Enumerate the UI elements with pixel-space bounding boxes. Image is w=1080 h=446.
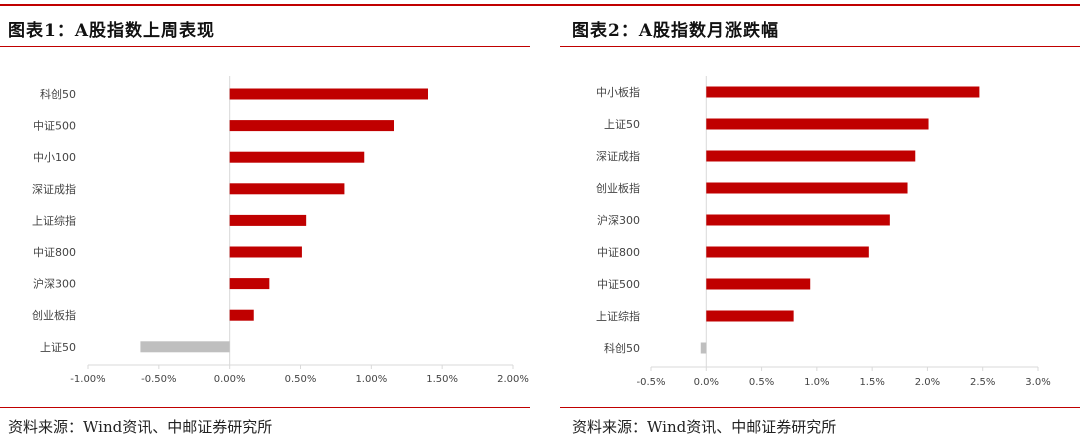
bar-5: [229, 214, 307, 226]
x-tick-label: 0.5%: [749, 377, 774, 388]
category-label: 深证成指: [32, 182, 76, 196]
x-tick-label: -0.50%: [141, 374, 176, 385]
category-label: 中小100: [33, 151, 76, 164]
category-label: 深证成指: [596, 149, 640, 163]
bar-7: [229, 278, 270, 290]
x-tick-label: -0.5%: [636, 377, 665, 388]
x-tick-label: 3.0%: [1025, 377, 1050, 388]
source-note-2: 资料来源：Wind资讯、中邮证券研究所: [572, 418, 837, 436]
bar-1: [706, 86, 980, 98]
category-label: 沪深300: [33, 277, 76, 291]
category-label: 沪深300: [597, 213, 640, 227]
bar-8: [229, 309, 254, 321]
category-label: 科创50: [40, 87, 76, 101]
category-label: 中证500: [33, 120, 76, 133]
x-tick-label: 2.0%: [915, 377, 940, 388]
x-tick-label: 1.5%: [859, 377, 884, 388]
category-label: 上证50: [40, 341, 76, 354]
bar-3: [706, 150, 916, 162]
x-tick-label: 1.0%: [804, 377, 829, 388]
x-tick-label: 2.5%: [970, 377, 995, 388]
chart-panel-1: 图表1：A股指数上周表现 -1.00% -0.50% 0.00% 0.50% 1.00%…: [0, 21, 530, 436]
source-divider-2: [560, 407, 1080, 408]
x-tick-label: 1.00%: [355, 374, 387, 385]
category-label: 科创50: [604, 341, 640, 355]
title-divider-2: [560, 46, 1080, 47]
chart-title-2: 图表2：A股指数月涨跌幅: [572, 21, 780, 41]
x-tick-label: 0.50%: [285, 374, 317, 385]
chart-title-1: 图表1：A股指数上周表现: [8, 21, 216, 41]
x-tick-label: -1.00%: [70, 374, 105, 385]
bar-3: [229, 151, 365, 163]
category-label: 上证50: [604, 118, 640, 131]
bar-5: [706, 214, 890, 226]
bar-9: [700, 342, 707, 354]
bar-6: [229, 246, 302, 258]
category-label: 上证综指: [596, 309, 640, 323]
x-tick-label: 0.0%: [694, 377, 719, 388]
bar-chart-1: -1.00% -0.50% 0.00% 0.50% 1.00% 1.50% 2.00% 科创5…: [32, 76, 529, 385]
category-label: 上证综指: [32, 213, 76, 227]
x-tick-label: 0.00%: [214, 374, 246, 385]
bar-9: [140, 341, 230, 353]
bar-1: [229, 88, 428, 100]
bar-8: [706, 310, 794, 322]
x-tick-label: 2.00%: [497, 374, 529, 385]
category-label: 中小板指: [596, 85, 640, 99]
x-tick-label: 1.50%: [426, 374, 458, 385]
category-label: 创业板指: [596, 181, 640, 195]
category-label: 中证800: [597, 246, 640, 259]
chart-panel-2: 图表2：A股指数月涨跌幅 -0.5% 0.0% 0.5% 1.0% 1.5% 2.0% 2.…: [560, 0, 1080, 446]
bar-6: [706, 246, 869, 258]
bar-4: [229, 183, 345, 195]
source-note-1: 资料来源：Wind资讯、中邮证券研究所: [8, 418, 273, 436]
bar-7: [706, 278, 811, 290]
bar-2: [229, 120, 394, 132]
source-divider-1: [0, 407, 530, 408]
bar-2: [706, 118, 929, 130]
category-label: 创业板指: [32, 308, 76, 322]
top-divider: [0, 4, 1080, 6]
category-label: 中证800: [33, 246, 76, 259]
title-divider-1: [0, 46, 530, 47]
bar-4: [706, 182, 908, 194]
bar-chart-2: -0.5% 0.0% 0.5% 1.0% 1.5% 2.0% 2.5% 3.0% 中小板指上证5…: [596, 76, 1051, 388]
category-label: 中证500: [597, 278, 640, 291]
